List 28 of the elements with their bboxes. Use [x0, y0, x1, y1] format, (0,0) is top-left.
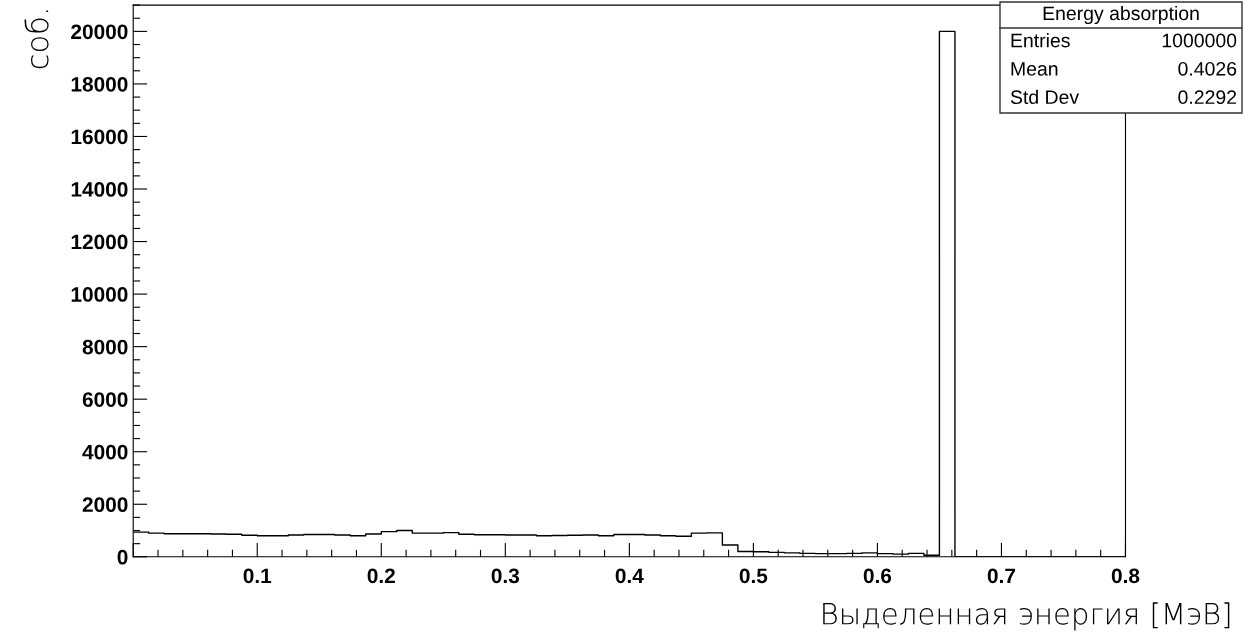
x-tick-label: 0.3: [491, 568, 520, 584]
text: 1000000: [1162, 33, 1237, 48]
y-tick-label: 6000: [82, 392, 128, 407]
annotation: Entries: [1011, 33, 1070, 48]
x-tick-label: 0.7: [987, 568, 1016, 584]
x-tick-label: 0.5: [739, 568, 768, 584]
y-tick-label: 0: [117, 549, 128, 565]
y-tick-label: 10000: [71, 287, 128, 302]
y-tick-label: 18000: [71, 76, 128, 92]
y-tick-label: 4000: [82, 444, 128, 460]
x-tick-label: 0.6: [863, 568, 892, 584]
x-axis-title: Выделенная энергия [МэВ]: [823, 602, 1230, 631]
y-tick-label: 14000: [71, 182, 128, 197]
x-tick-label: 0.1: [243, 568, 272, 584]
x-tick-label: 0.2: [367, 568, 395, 584]
annotation: Std Dev: [1010, 89, 1080, 105]
x-tick-label: 0.8: [1111, 568, 1140, 584]
y-tick-label: 8000: [82, 339, 128, 355]
y-tick-label: 12000: [71, 234, 128, 250]
text: 0.2292: [1178, 90, 1237, 105]
y-tick-label: 20000: [71, 24, 128, 40]
y-tick-label: 2000: [82, 497, 128, 513]
text: 0.4026: [1178, 61, 1237, 76]
chart-title: Energy absorption: [1043, 5, 1199, 25]
y-tick-label: 16000: [71, 129, 128, 145]
y-axis-title: соб.: [24, 10, 49, 69]
x-tick-label: 0.4: [615, 568, 644, 584]
annotation: Mean: [1011, 62, 1058, 76]
